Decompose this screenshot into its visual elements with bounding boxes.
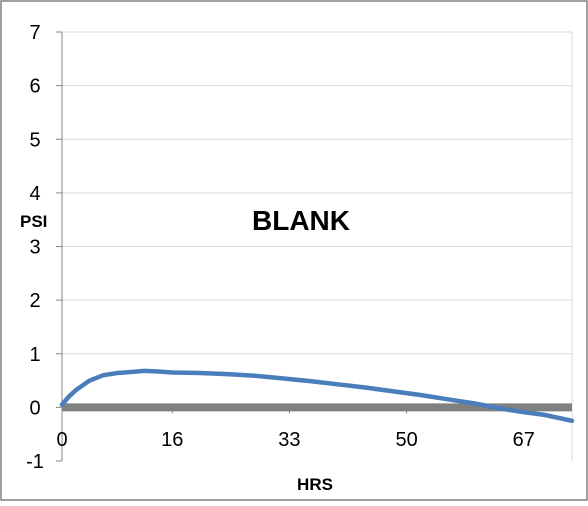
- grid-lines: [62, 31, 573, 461]
- x-tick-label: 67: [513, 429, 535, 451]
- y-tick-label: 3: [29, 237, 40, 259]
- x-axis-title: HRS: [297, 475, 333, 494]
- y-tick-label: 4: [29, 183, 40, 205]
- x-tick-label: 16: [161, 429, 183, 451]
- y-tick-label: 2: [29, 290, 40, 312]
- y-tick-label: 5: [29, 129, 40, 151]
- series-lines: [59, 368, 575, 424]
- chart-annotation: BLANK: [252, 205, 350, 236]
- x-tick-label: 50: [395, 429, 417, 451]
- y-tick-label: -1: [26, 451, 44, 473]
- x-tick-label: 0: [56, 429, 67, 451]
- y-tick-label: 0: [29, 397, 40, 419]
- y-tick-label: 6: [29, 76, 40, 98]
- y-axis-title: PSI: [20, 212, 47, 231]
- y-tick-label: 7: [29, 22, 40, 44]
- y-tick-label: 1: [29, 344, 40, 366]
- x-tick-label: 33: [278, 429, 300, 451]
- series-line-psi: [59, 368, 575, 424]
